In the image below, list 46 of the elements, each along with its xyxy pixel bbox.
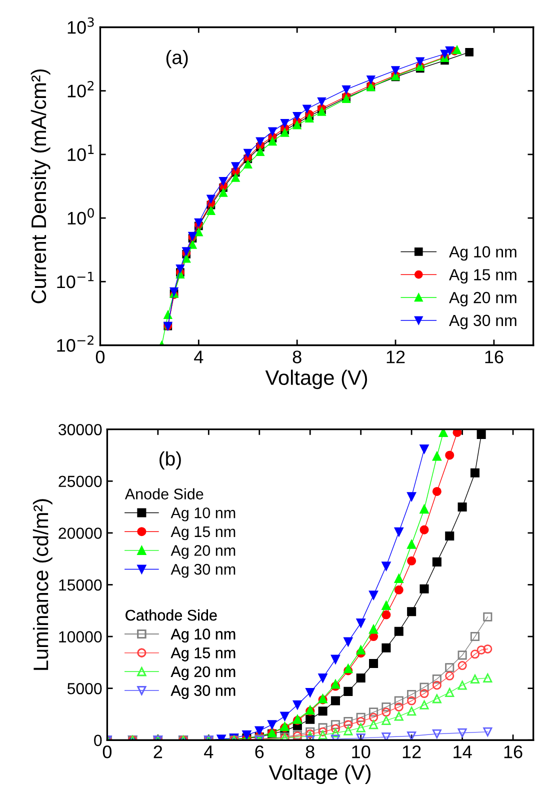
- y-tick-label: 20000: [58, 528, 102, 539]
- y-axis-title: Current Density (mA/cm²): [30, 69, 50, 304]
- annotation: (a): [166, 50, 188, 68]
- y-tick-label: 10$^{−1}$: [57, 272, 94, 288]
- legend-label: Ag 20 nm: [449, 292, 516, 306]
- x-tick-label: 16: [504, 745, 522, 758]
- legend-label: Ag 30 nm: [170, 564, 236, 578]
- y-tick-label: 0: [94, 734, 102, 746]
- y-tick-label: 10$^{0}$: [68, 208, 94, 225]
- y-tick-label: 5000: [67, 682, 102, 694]
- legend-label: Ag 30 nm: [449, 314, 516, 330]
- legend-label: Ag 20 nm: [170, 666, 236, 680]
- legend-label: Ag 15 nm: [449, 269, 516, 284]
- legend-label: Ag 10 nm: [170, 507, 236, 522]
- x-tick-label: 0: [102, 745, 112, 758]
- x-tick-label: 16: [485, 350, 504, 364]
- x-tick-label: 8: [292, 350, 302, 364]
- x-axis-title: Voltage (V): [268, 764, 371, 784]
- y-tick-label: 25000: [58, 476, 102, 488]
- annotation: Anode Side: [124, 488, 204, 500]
- x-tick-label: 10: [352, 745, 370, 758]
- y-tick-label: 10000: [59, 631, 102, 642]
- x-tick-label: 4: [194, 350, 204, 364]
- x-tick-label: 14: [454, 746, 472, 758]
- legend-label: Ag 30 nm: [170, 685, 236, 699]
- x-tick-label: 2: [154, 745, 162, 758]
- legend-label: Ag 10 nm: [170, 628, 236, 643]
- annotation: Cathode Side: [126, 609, 217, 621]
- x-tick-label: 4: [204, 746, 214, 758]
- x-tick-label: 8: [306, 745, 314, 758]
- x-tick-label: 6: [255, 745, 264, 758]
- legend-label: Ag 10 nm: [449, 246, 516, 261]
- y-tick-label: 10$^{1}$: [68, 144, 94, 162]
- y-tick-label: 15000: [59, 579, 102, 591]
- x-axis-title: Voltage (V): [265, 370, 368, 390]
- x-tick-label: 12: [386, 350, 405, 364]
- y-tick-label: 10$^{−2}$: [57, 335, 94, 352]
- y-tick-label: 10$^{3}$: [68, 17, 94, 34]
- legend-label: Ag 20 nm: [170, 545, 236, 559]
- annotation: (b): [160, 451, 181, 470]
- x-tick-label: 12: [402, 745, 421, 758]
- y-axis-title: Luminance (cd/m²): [32, 499, 52, 670]
- legend-label: Ag 15 nm: [170, 648, 236, 662]
- y-tick-label: 30000: [58, 424, 102, 436]
- legend-label: Ag 15 nm: [170, 526, 236, 540]
- y-tick-label: 10$^{2}$: [68, 80, 94, 98]
